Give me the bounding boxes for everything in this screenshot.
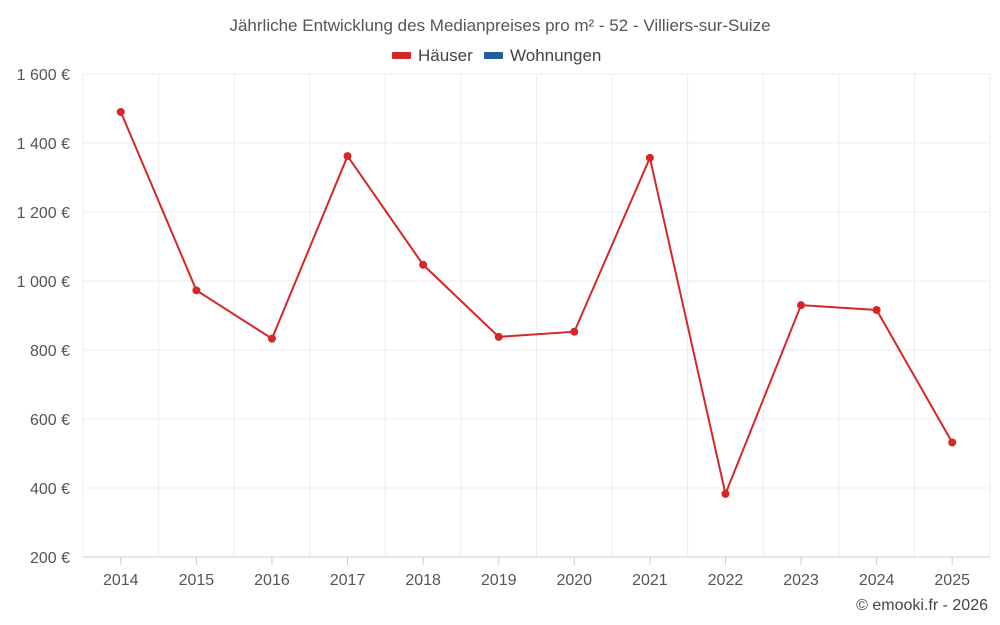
y-tick-label: 200 €: [30, 550, 70, 567]
credit-text: © emooki.fr - 2026: [856, 597, 988, 614]
y-axis: 200 € 400 € 600 € 800 € 1 000 € 1 200 € 1 400 …: [17, 67, 70, 567]
legend-label-wohnungen: Wohnungen: [510, 46, 601, 65]
data-point[interactable]: [267, 334, 276, 343]
data-point[interactable]: [570, 327, 579, 336]
data-point[interactable]: [343, 152, 352, 161]
x-tick-label: 2019: [481, 572, 517, 589]
x-tick-label: 2017: [330, 572, 366, 589]
x-tick-label: 2018: [405, 572, 441, 589]
y-tick-label: 1 400 €: [17, 136, 70, 153]
data-point[interactable]: [494, 332, 503, 341]
x-tick-label: 2025: [934, 572, 970, 589]
legend-item-wohnungen[interactable]: Wohnungen: [484, 46, 601, 65]
data-point[interactable]: [948, 438, 957, 447]
x-tick-label: 2021: [632, 572, 668, 589]
data-point[interactable]: [116, 107, 125, 116]
data-point[interactable]: [797, 301, 806, 310]
x-tick-label: 2016: [254, 572, 290, 589]
x-tick-label: 2022: [708, 572, 744, 589]
legend-label-haeuser: Häuser: [418, 46, 473, 65]
y-tick-label: 600 €: [30, 412, 70, 429]
y-tick-label: 1 600 €: [17, 67, 70, 84]
legend: Häuser Wohnungen: [392, 46, 601, 65]
data-point[interactable]: [872, 305, 881, 314]
x-tick-label: 2020: [556, 572, 592, 589]
x-tick-label: 2015: [179, 572, 215, 589]
legend-swatch-haeuser: [392, 52, 411, 59]
grid: [82, 73, 991, 558]
x-axis: 2014 2015 2016 2017 2018 2019 2020 2021 2022 2023…: [103, 557, 970, 589]
y-tick-label: 1 200 €: [17, 205, 70, 222]
series-haeuser: [116, 107, 957, 498]
y-tick-label: 1 000 €: [17, 274, 70, 291]
data-point[interactable]: [645, 153, 654, 162]
data-point[interactable]: [721, 489, 730, 498]
y-tick-label: 800 €: [30, 343, 70, 360]
legend-swatch-wohnungen: [484, 52, 503, 59]
legend-item-haeuser[interactable]: Häuser: [392, 46, 473, 65]
data-point[interactable]: [419, 260, 428, 269]
series-line-0: [119, 111, 954, 498]
x-tick-label: 2014: [103, 572, 139, 589]
y-tick-label: 400 €: [30, 481, 70, 498]
chart-title: Jährliche Entwicklung des Medianpreises …: [229, 16, 770, 35]
x-tick-label: 2024: [859, 572, 895, 589]
x-tick-label: 2023: [783, 572, 819, 589]
data-point[interactable]: [192, 286, 201, 295]
